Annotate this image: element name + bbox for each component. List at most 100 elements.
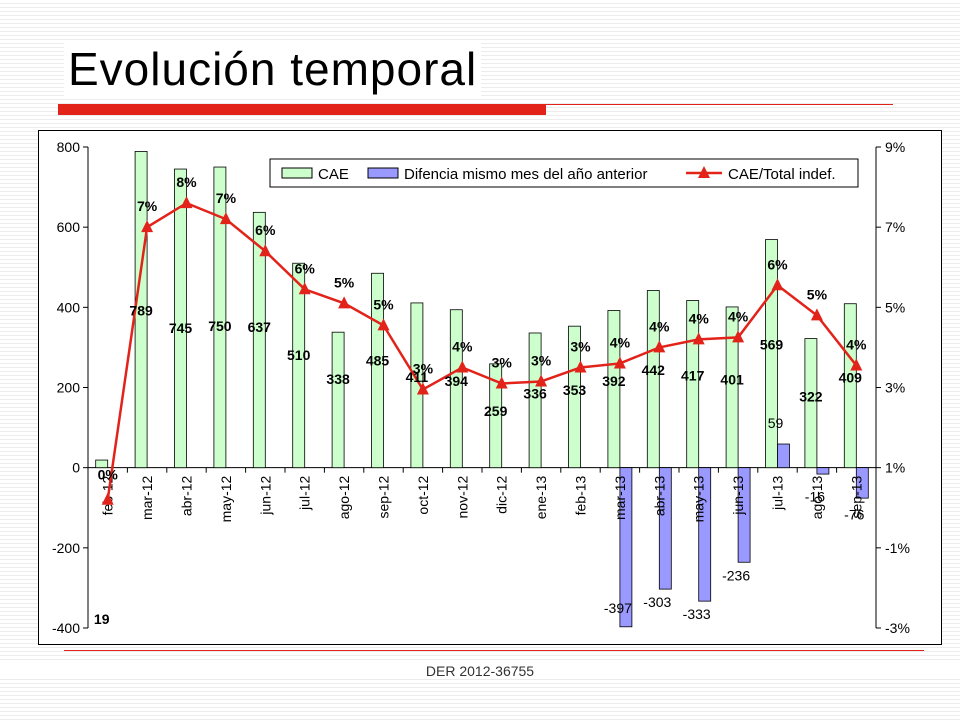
cae-value-label: 745: [169, 320, 193, 336]
ratio-marker: [101, 492, 114, 505]
ratio-value-label: 4%: [728, 308, 749, 324]
diff-bar: [698, 467, 712, 602]
cae-bar: [252, 211, 266, 469]
ratio-marker: [653, 340, 666, 353]
cae-bar: [607, 310, 621, 469]
x-tick-label: nov-12: [454, 475, 470, 518]
cae-value-label: 394: [445, 373, 469, 389]
cae-value-label: 409: [839, 369, 863, 385]
ratio-marker: [850, 358, 863, 371]
cae-value-label: 401: [720, 371, 744, 387]
legend-swatch-ratio-marker: [698, 166, 710, 178]
ratio-value-label: 5%: [807, 286, 828, 302]
ratio-marker: [613, 356, 626, 369]
ratio-marker: [141, 220, 154, 233]
title-accent-bar: [58, 104, 546, 115]
ratio-marker: [574, 360, 587, 373]
x-tick-label: ago-12: [336, 475, 352, 519]
cae-bar: [489, 363, 503, 469]
legend-label-ratio: CAE/Total indef.: [728, 166, 836, 183]
title-accent-line: [546, 104, 893, 105]
cae-bar: [331, 331, 345, 469]
right-tick-label: -1%: [885, 540, 910, 556]
cae-bar: [174, 168, 187, 469]
ratio-marker: [810, 308, 823, 321]
diff-value-label: -397: [604, 600, 632, 616]
cae-bar: [843, 303, 857, 469]
right-tick-label: 1%: [885, 460, 905, 476]
cae-bar: [804, 338, 818, 469]
cae-value-label: 750: [208, 318, 232, 334]
ratio-marker: [338, 296, 351, 309]
cae-bar: [292, 262, 306, 469]
diff-bar: [658, 467, 672, 590]
left-tick-label: 0: [72, 460, 80, 476]
ratio-line: [106, 201, 858, 500]
ratio-marker: [456, 360, 469, 373]
diff-value-label: 59: [768, 415, 784, 431]
combo-chart: -400 -200 0 200 400 600 800 -3% -1% 1% 3% 5% 7% 9% feb…: [52, 139, 910, 636]
ratio-value-label: 3%: [531, 352, 552, 368]
x-tick-label: mar-12: [139, 475, 155, 520]
diff-bar: [855, 467, 869, 499]
cae-value-label: 442: [642, 362, 666, 378]
ratio-marker: [692, 332, 705, 345]
slide-title: Evolución temporal: [64, 42, 482, 96]
cae-value-label: 392: [602, 373, 626, 389]
ratio-marker: [732, 330, 745, 343]
x-tick-label: jun-12: [257, 475, 273, 515]
cae-bar: [449, 309, 463, 469]
ratio-value-label: 6%: [295, 260, 316, 276]
ratio-value-label: 6%: [255, 222, 276, 238]
diff-value-label: -333: [683, 606, 711, 622]
ratio-value-label: 4%: [689, 310, 710, 326]
right-tick-label: -3%: [885, 620, 910, 636]
x-tick-label: dic-12: [494, 475, 510, 513]
ratio-value-label: 3%: [570, 338, 591, 354]
x-tick-label: oct-12: [415, 475, 431, 514]
ratio-marker: [535, 374, 548, 387]
ratio-value-label: 7%: [216, 190, 237, 206]
legend-swatch-cae: [281, 167, 313, 179]
ratio-marker: [416, 382, 429, 395]
cae-value-label: 322: [799, 389, 823, 405]
legend-swatch-diff: [367, 167, 399, 179]
diff-bar: [816, 467, 830, 475]
left-tick-label: -400: [52, 620, 80, 636]
ratio-value-label: 4%: [846, 336, 867, 352]
x-tick-label: sep-12: [376, 475, 392, 518]
ratio-value-label: 4%: [649, 318, 670, 334]
x-tick-label: jul-13: [770, 475, 786, 510]
right-tick-label: 7%: [885, 219, 905, 235]
cae-value-label: 259: [484, 403, 508, 419]
ratio-marker: [377, 318, 390, 331]
left-tick-label: 400: [57, 299, 81, 315]
ratio-marker: [180, 196, 193, 209]
cae-bar: [765, 239, 778, 469]
cae-value-label: 789: [129, 302, 153, 318]
ratio-value-label: 0%: [98, 467, 119, 483]
x-tick-label: abr-13: [651, 475, 667, 516]
diff-value-label: -236: [722, 567, 750, 583]
cae-value-label: 485: [366, 353, 390, 369]
ratio-marker: [219, 212, 232, 225]
diff-bar: [777, 443, 790, 469]
ratio-value-label: 5%: [373, 296, 394, 312]
x-tick-label: may-13: [691, 475, 707, 522]
left-tick-label: 800: [57, 139, 81, 155]
x-tick-label: ago-13: [809, 475, 825, 519]
ratio-marker: [298, 282, 311, 295]
legend-label-cae: CAE: [318, 166, 349, 183]
ratio-value-label: 5%: [334, 274, 355, 290]
cae-value-label: 569: [760, 337, 784, 353]
ratio-marker: [771, 278, 784, 291]
right-tick-label: 3%: [885, 380, 905, 396]
ratio-value-label: 4%: [452, 338, 473, 354]
cae-value-label: 353: [563, 382, 587, 398]
slide-footer: DER 2012-36755: [0, 663, 960, 679]
left-tick-label: 600: [57, 219, 81, 235]
ratio-marker: [495, 376, 508, 389]
cae-value-label: 19: [94, 611, 110, 627]
x-tick-label: sep-13: [848, 475, 864, 518]
cae-value-label: 338: [326, 371, 350, 387]
